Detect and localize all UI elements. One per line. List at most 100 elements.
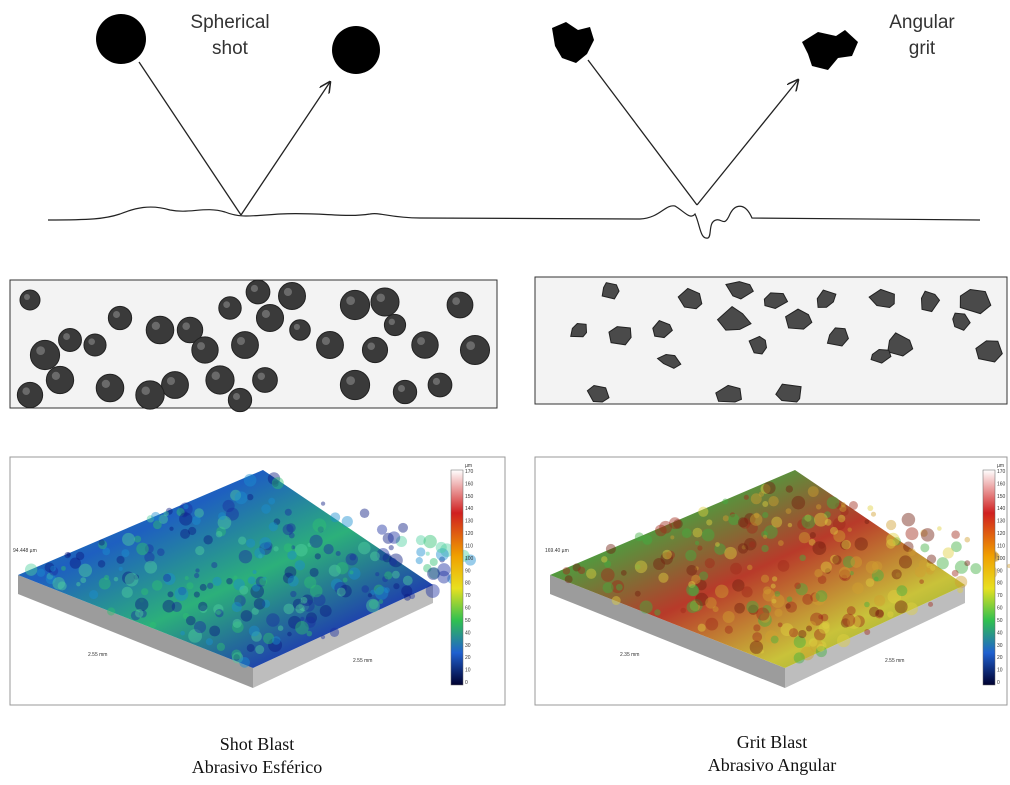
surface-texture <box>266 613 279 626</box>
surface-texture <box>144 561 157 574</box>
surface-texture <box>135 609 143 617</box>
surface-texture <box>702 529 715 542</box>
color-bar-tick: 30 <box>465 643 471 649</box>
shot-grain <box>428 373 452 397</box>
surface-texture <box>248 576 256 584</box>
surface-texture <box>192 516 201 525</box>
surface-texture <box>121 549 129 557</box>
shot-grain <box>20 290 40 310</box>
surface-texture <box>763 586 771 594</box>
surface-texture <box>295 560 305 570</box>
surface-texture <box>864 629 870 635</box>
surface-texture <box>226 578 232 584</box>
shot-highlight <box>36 346 45 355</box>
surface-texture <box>874 595 885 606</box>
color-bar <box>451 470 463 685</box>
caption: Shot Blast <box>220 734 295 754</box>
surface-texture <box>819 623 830 634</box>
surface-texture <box>818 614 823 619</box>
color-bar-tick: 150 <box>997 494 1006 500</box>
surface-texture <box>697 545 702 550</box>
surface-texture <box>286 523 295 532</box>
shot-highlight <box>377 294 385 302</box>
surface-texture <box>180 631 185 636</box>
surface-texture <box>200 584 207 591</box>
color-bar-tick: 50 <box>465 618 471 624</box>
surface-texture <box>902 513 915 526</box>
surface-texture <box>423 535 436 548</box>
surface-texture <box>742 586 753 597</box>
surface-texture <box>392 571 400 579</box>
axis-label: 2.55 mm <box>885 658 904 664</box>
shot-grain <box>206 366 234 394</box>
surface-texture <box>772 599 777 604</box>
color-bar <box>983 470 995 685</box>
surface-texture <box>744 495 749 500</box>
surface-texture <box>578 567 585 574</box>
surface-texture <box>698 507 708 517</box>
surface-texture <box>187 582 194 589</box>
surface-texture <box>687 601 699 613</box>
surface-texture <box>686 565 697 576</box>
surface-texture <box>869 607 879 617</box>
surface-texture <box>951 530 960 539</box>
surface-texture <box>763 482 775 494</box>
label: Spherical <box>190 12 269 33</box>
surface-texture <box>312 518 326 532</box>
surface-texture <box>670 535 674 539</box>
surface-texture <box>153 520 162 529</box>
surface-texture <box>232 602 242 612</box>
surface-texture <box>310 568 319 577</box>
shot-highlight <box>251 285 258 292</box>
surface-texture <box>268 498 275 505</box>
color-bar-tick: 120 <box>997 531 1006 537</box>
surface-texture <box>642 535 652 545</box>
color-bar-tick: 30 <box>997 643 1003 649</box>
shot-highlight <box>141 386 150 395</box>
surface-texture <box>222 500 234 512</box>
surface-texture <box>180 529 190 539</box>
surface-texture <box>212 577 221 586</box>
color-bar-tick: 20 <box>465 655 471 661</box>
surface-texture <box>272 477 284 489</box>
incoming-path <box>588 60 697 205</box>
surface-texture <box>168 591 174 597</box>
shot-grain <box>460 335 489 364</box>
surface-texture <box>288 576 299 587</box>
surface-texture <box>892 569 902 579</box>
label: shot <box>212 38 249 59</box>
surface-texture <box>163 600 176 613</box>
surface-texture <box>778 560 790 572</box>
surface-texture <box>871 512 876 517</box>
shot-highlight <box>152 322 160 330</box>
surface-texture <box>209 626 220 637</box>
surface-texture <box>233 576 237 580</box>
surface-texture <box>653 558 665 570</box>
surface-texture <box>289 533 295 539</box>
surface-texture <box>343 577 348 582</box>
surface-texture <box>114 577 118 581</box>
surface-texture <box>865 519 870 524</box>
surface-texture <box>747 565 752 570</box>
surface-texture <box>662 550 672 560</box>
shot-highlight <box>212 372 220 380</box>
surface-texture <box>725 626 733 634</box>
surface-texture <box>247 494 253 500</box>
surface-texture <box>669 517 681 529</box>
surface-texture <box>152 580 163 591</box>
surface-texture <box>810 532 816 538</box>
shot-grain <box>232 332 259 359</box>
surface-texture <box>886 533 899 546</box>
surface-texture <box>98 560 105 567</box>
surface-texture <box>841 540 851 550</box>
surface-texture <box>762 512 768 518</box>
surface-texture <box>430 558 438 566</box>
surface-texture <box>801 515 815 529</box>
surface-texture <box>654 609 660 615</box>
shot-particle <box>96 14 146 64</box>
shot-highlight <box>237 337 245 345</box>
surface-texture <box>310 585 323 598</box>
surface-texture <box>895 600 908 613</box>
surface-texture <box>789 628 798 637</box>
impact-diagram: Spherical shot Angular grit <box>48 12 980 238</box>
